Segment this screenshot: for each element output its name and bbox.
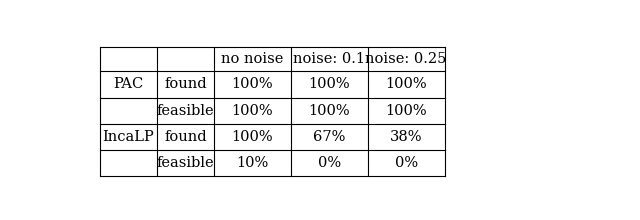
Text: 100%: 100% [232, 77, 273, 92]
Text: noise: 0.25: noise: 0.25 [365, 52, 447, 66]
Text: 10%: 10% [236, 156, 269, 170]
Text: feasible: feasible [157, 104, 214, 118]
Text: 100%: 100% [385, 77, 427, 92]
Text: 100%: 100% [232, 104, 273, 118]
Text: 100%: 100% [308, 77, 350, 92]
Text: 100%: 100% [308, 104, 350, 118]
Text: 67%: 67% [313, 130, 346, 144]
Text: 100%: 100% [232, 130, 273, 144]
Text: 0%: 0% [394, 156, 418, 170]
Text: 38%: 38% [390, 130, 422, 144]
Text: feasible: feasible [157, 156, 214, 170]
Text: IncaLP: IncaLP [102, 130, 154, 144]
Text: no noise: no noise [221, 52, 284, 66]
Text: found: found [164, 130, 207, 144]
Text: noise: 0.1: noise: 0.1 [293, 52, 365, 66]
Text: 100%: 100% [385, 104, 427, 118]
Text: PAC: PAC [113, 77, 143, 92]
Text: 0%: 0% [317, 156, 341, 170]
Text: found: found [164, 77, 207, 92]
